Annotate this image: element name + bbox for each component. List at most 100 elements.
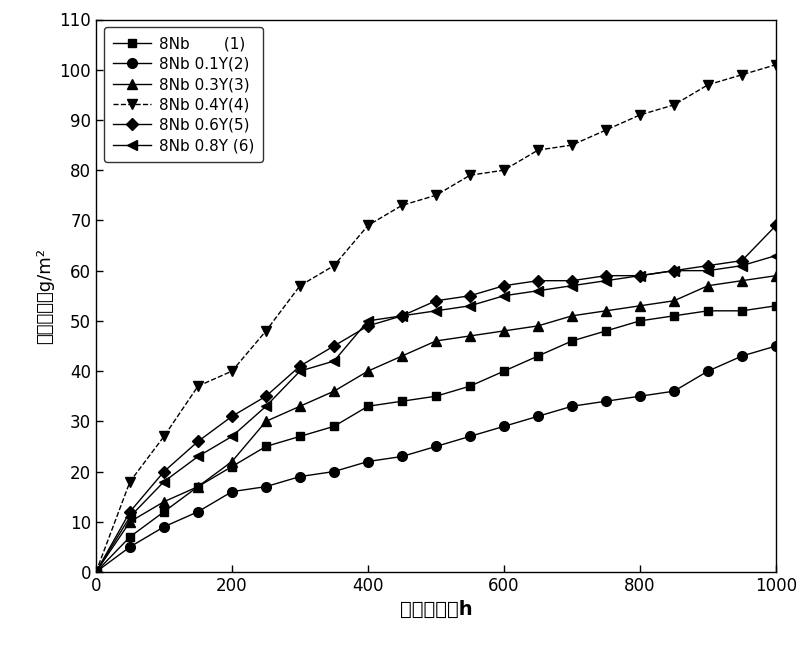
8Nb 0.8Y (6) — [194, 452, 203, 460]
8Nb 0.8Y (6) — [91, 568, 101, 576]
8Nb 0.3Y(3) — [499, 327, 509, 335]
8Nb 0.8Y (6) — [703, 266, 713, 274]
8Nb 0.1Y(2) — [738, 352, 747, 360]
8Nb 0.8Y (6) — [533, 287, 542, 294]
8Nb 0.1Y(2) — [194, 508, 203, 515]
8Nb 0.4Y(4) — [567, 141, 577, 149]
8Nb 0.4Y(4) — [533, 146, 542, 154]
8Nb 0.3Y(3) — [669, 297, 678, 305]
8Nb 0.6Y(5) — [669, 266, 678, 274]
8Nb 0.1Y(2) — [635, 393, 645, 400]
8Nb 0.8Y (6) — [738, 262, 747, 270]
8Nb 0.4Y(4) — [91, 568, 101, 576]
8Nb 0.4Y(4) — [738, 71, 747, 79]
8Nb 0.1Y(2) — [330, 467, 339, 475]
8Nb       (1) — [194, 483, 203, 491]
8Nb 0.8Y (6) — [669, 266, 678, 274]
8Nb 0.6Y(5) — [194, 437, 203, 445]
8Nb 0.6Y(5) — [295, 362, 305, 370]
Line: 8Nb       (1): 8Nb (1) — [92, 302, 780, 576]
8Nb 0.4Y(4) — [398, 202, 407, 209]
Line: 8Nb 0.4Y(4): 8Nb 0.4Y(4) — [91, 60, 781, 577]
8Nb 0.6Y(5) — [567, 277, 577, 285]
8Nb 0.6Y(5) — [91, 568, 101, 576]
8Nb 0.4Y(4) — [125, 478, 134, 486]
8Nb 0.3Y(3) — [363, 367, 373, 375]
8Nb       (1) — [159, 508, 169, 515]
8Nb 0.6Y(5) — [159, 467, 169, 475]
8Nb 0.8Y (6) — [295, 367, 305, 375]
8Nb 0.3Y(3) — [703, 282, 713, 290]
8Nb 0.3Y(3) — [227, 458, 237, 465]
8Nb 0.8Y (6) — [125, 513, 134, 521]
8Nb 0.4Y(4) — [159, 432, 169, 440]
8Nb 0.4Y(4) — [431, 191, 441, 199]
8Nb 0.1Y(2) — [703, 367, 713, 375]
8Nb       (1) — [227, 463, 237, 471]
Y-axis label: 氧化増重，g/m²: 氧化増重，g/m² — [36, 248, 54, 344]
8Nb 0.4Y(4) — [295, 282, 305, 290]
8Nb 0.3Y(3) — [330, 387, 339, 395]
8Nb       (1) — [602, 327, 611, 335]
8Nb 0.3Y(3) — [738, 277, 747, 285]
8Nb 0.8Y (6) — [499, 292, 509, 300]
8Nb 0.3Y(3) — [295, 402, 305, 410]
8Nb 0.6Y(5) — [602, 272, 611, 280]
8Nb 0.3Y(3) — [91, 568, 101, 576]
8Nb 0.4Y(4) — [602, 126, 611, 134]
8Nb 0.6Y(5) — [499, 282, 509, 290]
8Nb 0.8Y (6) — [602, 277, 611, 285]
8Nb       (1) — [295, 432, 305, 440]
8Nb       (1) — [499, 367, 509, 375]
8Nb 0.8Y (6) — [227, 432, 237, 440]
8Nb 0.8Y (6) — [567, 282, 577, 290]
8Nb       (1) — [91, 568, 101, 576]
8Nb 0.3Y(3) — [194, 483, 203, 491]
8Nb       (1) — [738, 307, 747, 315]
8Nb 0.3Y(3) — [602, 307, 611, 315]
8Nb 0.8Y (6) — [431, 307, 441, 315]
8Nb 0.4Y(4) — [635, 111, 645, 119]
8Nb 0.8Y (6) — [466, 302, 475, 309]
8Nb 0.6Y(5) — [703, 262, 713, 270]
8Nb 0.6Y(5) — [635, 272, 645, 280]
8Nb 0.1Y(2) — [159, 523, 169, 530]
8Nb       (1) — [125, 533, 134, 541]
8Nb 0.1Y(2) — [295, 473, 305, 480]
8Nb 0.8Y (6) — [261, 402, 270, 410]
8Nb 0.4Y(4) — [499, 166, 509, 174]
Line: 8Nb 0.3Y(3): 8Nb 0.3Y(3) — [91, 271, 781, 577]
8Nb 0.6Y(5) — [227, 412, 237, 420]
8Nb 0.8Y (6) — [635, 272, 645, 280]
8Nb 0.8Y (6) — [771, 252, 781, 259]
8Nb 0.6Y(5) — [466, 292, 475, 300]
8Nb 0.3Y(3) — [533, 322, 542, 330]
8Nb 0.1Y(2) — [499, 422, 509, 430]
8Nb 0.8Y (6) — [363, 317, 373, 325]
8Nb 0.8Y (6) — [330, 357, 339, 365]
8Nb 0.6Y(5) — [771, 222, 781, 229]
8Nb       (1) — [703, 307, 713, 315]
8Nb 0.1Y(2) — [261, 483, 270, 491]
8Nb 0.8Y (6) — [159, 478, 169, 486]
8Nb 0.3Y(3) — [125, 518, 134, 526]
8Nb 0.1Y(2) — [669, 387, 678, 395]
8Nb 0.1Y(2) — [91, 568, 101, 576]
8Nb 0.6Y(5) — [398, 312, 407, 320]
8Nb       (1) — [363, 402, 373, 410]
Line: 8Nb 0.8Y (6): 8Nb 0.8Y (6) — [91, 251, 781, 577]
8Nb       (1) — [261, 443, 270, 450]
8Nb 0.1Y(2) — [125, 543, 134, 551]
8Nb 0.6Y(5) — [533, 277, 542, 285]
8Nb 0.4Y(4) — [703, 81, 713, 88]
8Nb       (1) — [567, 337, 577, 345]
8Nb       (1) — [398, 397, 407, 405]
8Nb       (1) — [330, 422, 339, 430]
8Nb 0.3Y(3) — [398, 352, 407, 360]
8Nb 0.3Y(3) — [431, 337, 441, 345]
8Nb 0.1Y(2) — [363, 458, 373, 465]
8Nb 0.4Y(4) — [330, 262, 339, 270]
8Nb 0.6Y(5) — [431, 297, 441, 305]
8Nb 0.4Y(4) — [466, 172, 475, 179]
8Nb 0.4Y(4) — [363, 222, 373, 229]
